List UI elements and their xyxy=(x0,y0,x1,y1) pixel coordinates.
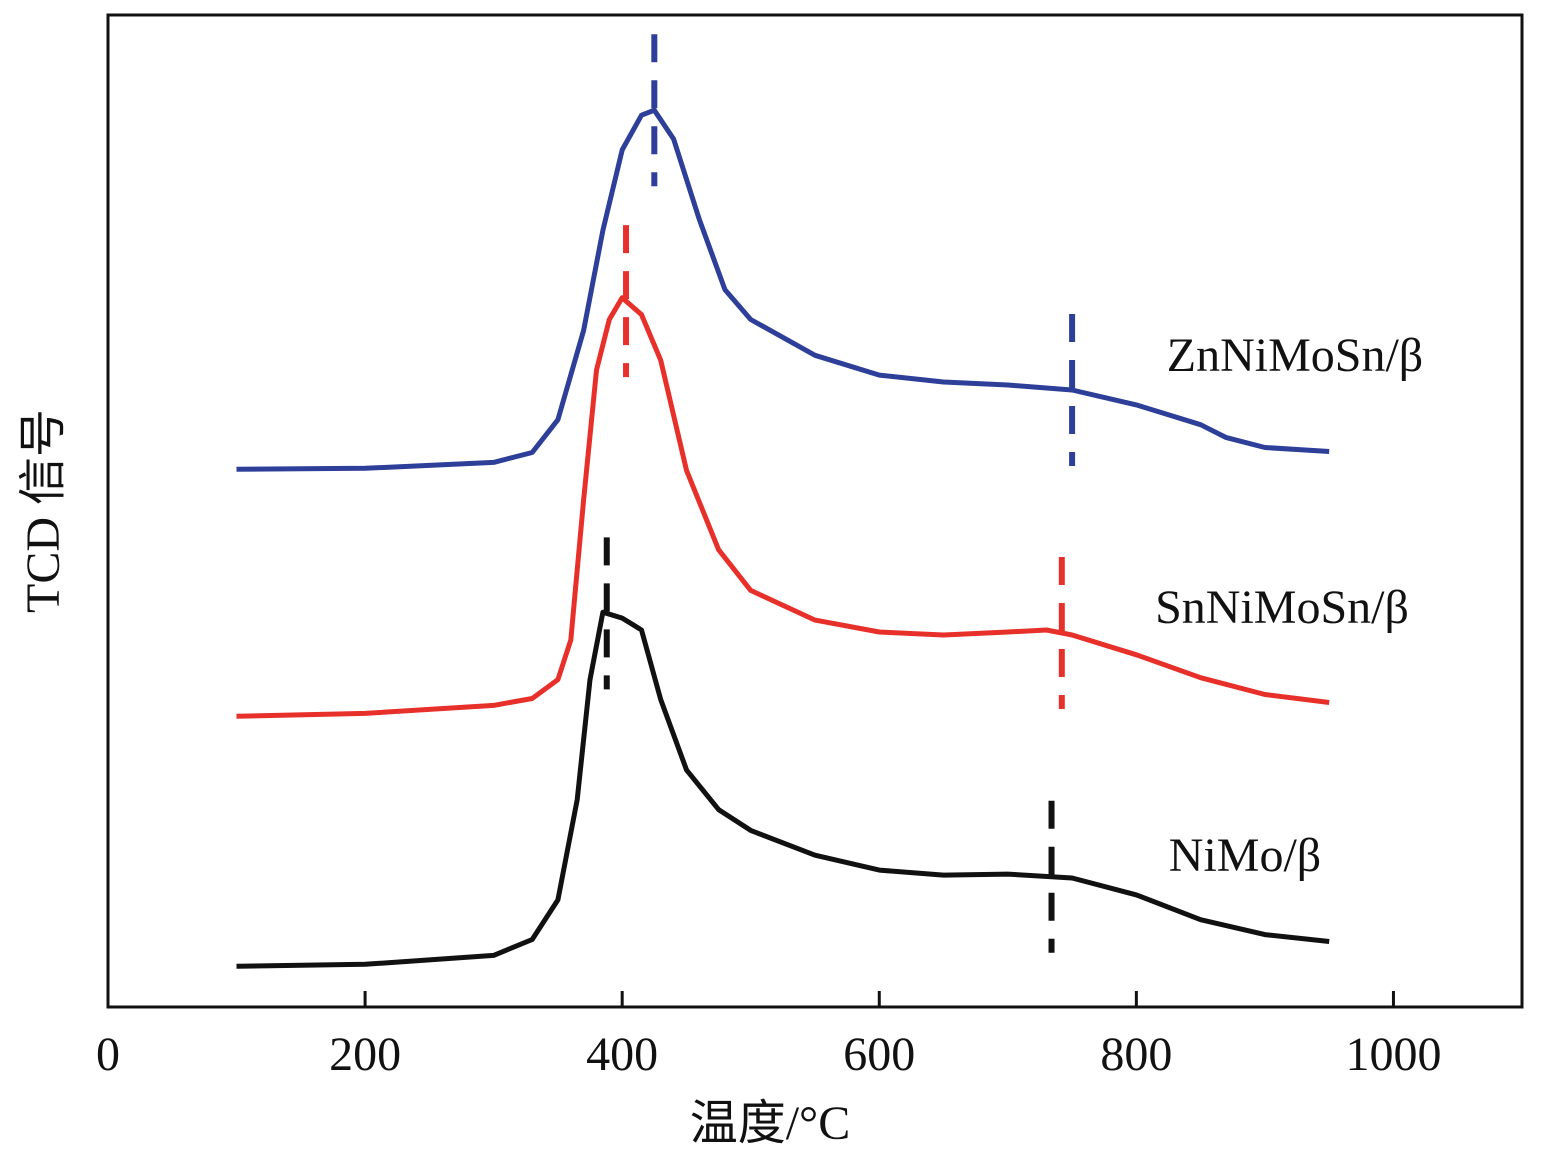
x-tick-label: 400 xyxy=(586,1028,658,1081)
series-label: ZnNiMoSn/β xyxy=(1167,329,1423,382)
x-axis-label: 温度/°C xyxy=(690,1097,851,1150)
plot-frame xyxy=(106,13,1524,1009)
series-line xyxy=(236,609,1330,969)
x-tick-label: 600 xyxy=(843,1028,915,1081)
series-line xyxy=(236,107,1330,472)
x-tick-label: 0 xyxy=(96,1028,120,1081)
x-tick-label: 200 xyxy=(329,1028,401,1081)
series-label: SnNiMoSn/β xyxy=(1155,581,1409,634)
series-line xyxy=(236,295,1330,719)
series-label: NiMo/β xyxy=(1169,829,1321,882)
x-tick-label: 1000 xyxy=(1345,1028,1441,1081)
x-tick-label: 800 xyxy=(1100,1028,1172,1081)
y-axis-label: TCD 信号 xyxy=(17,409,70,613)
